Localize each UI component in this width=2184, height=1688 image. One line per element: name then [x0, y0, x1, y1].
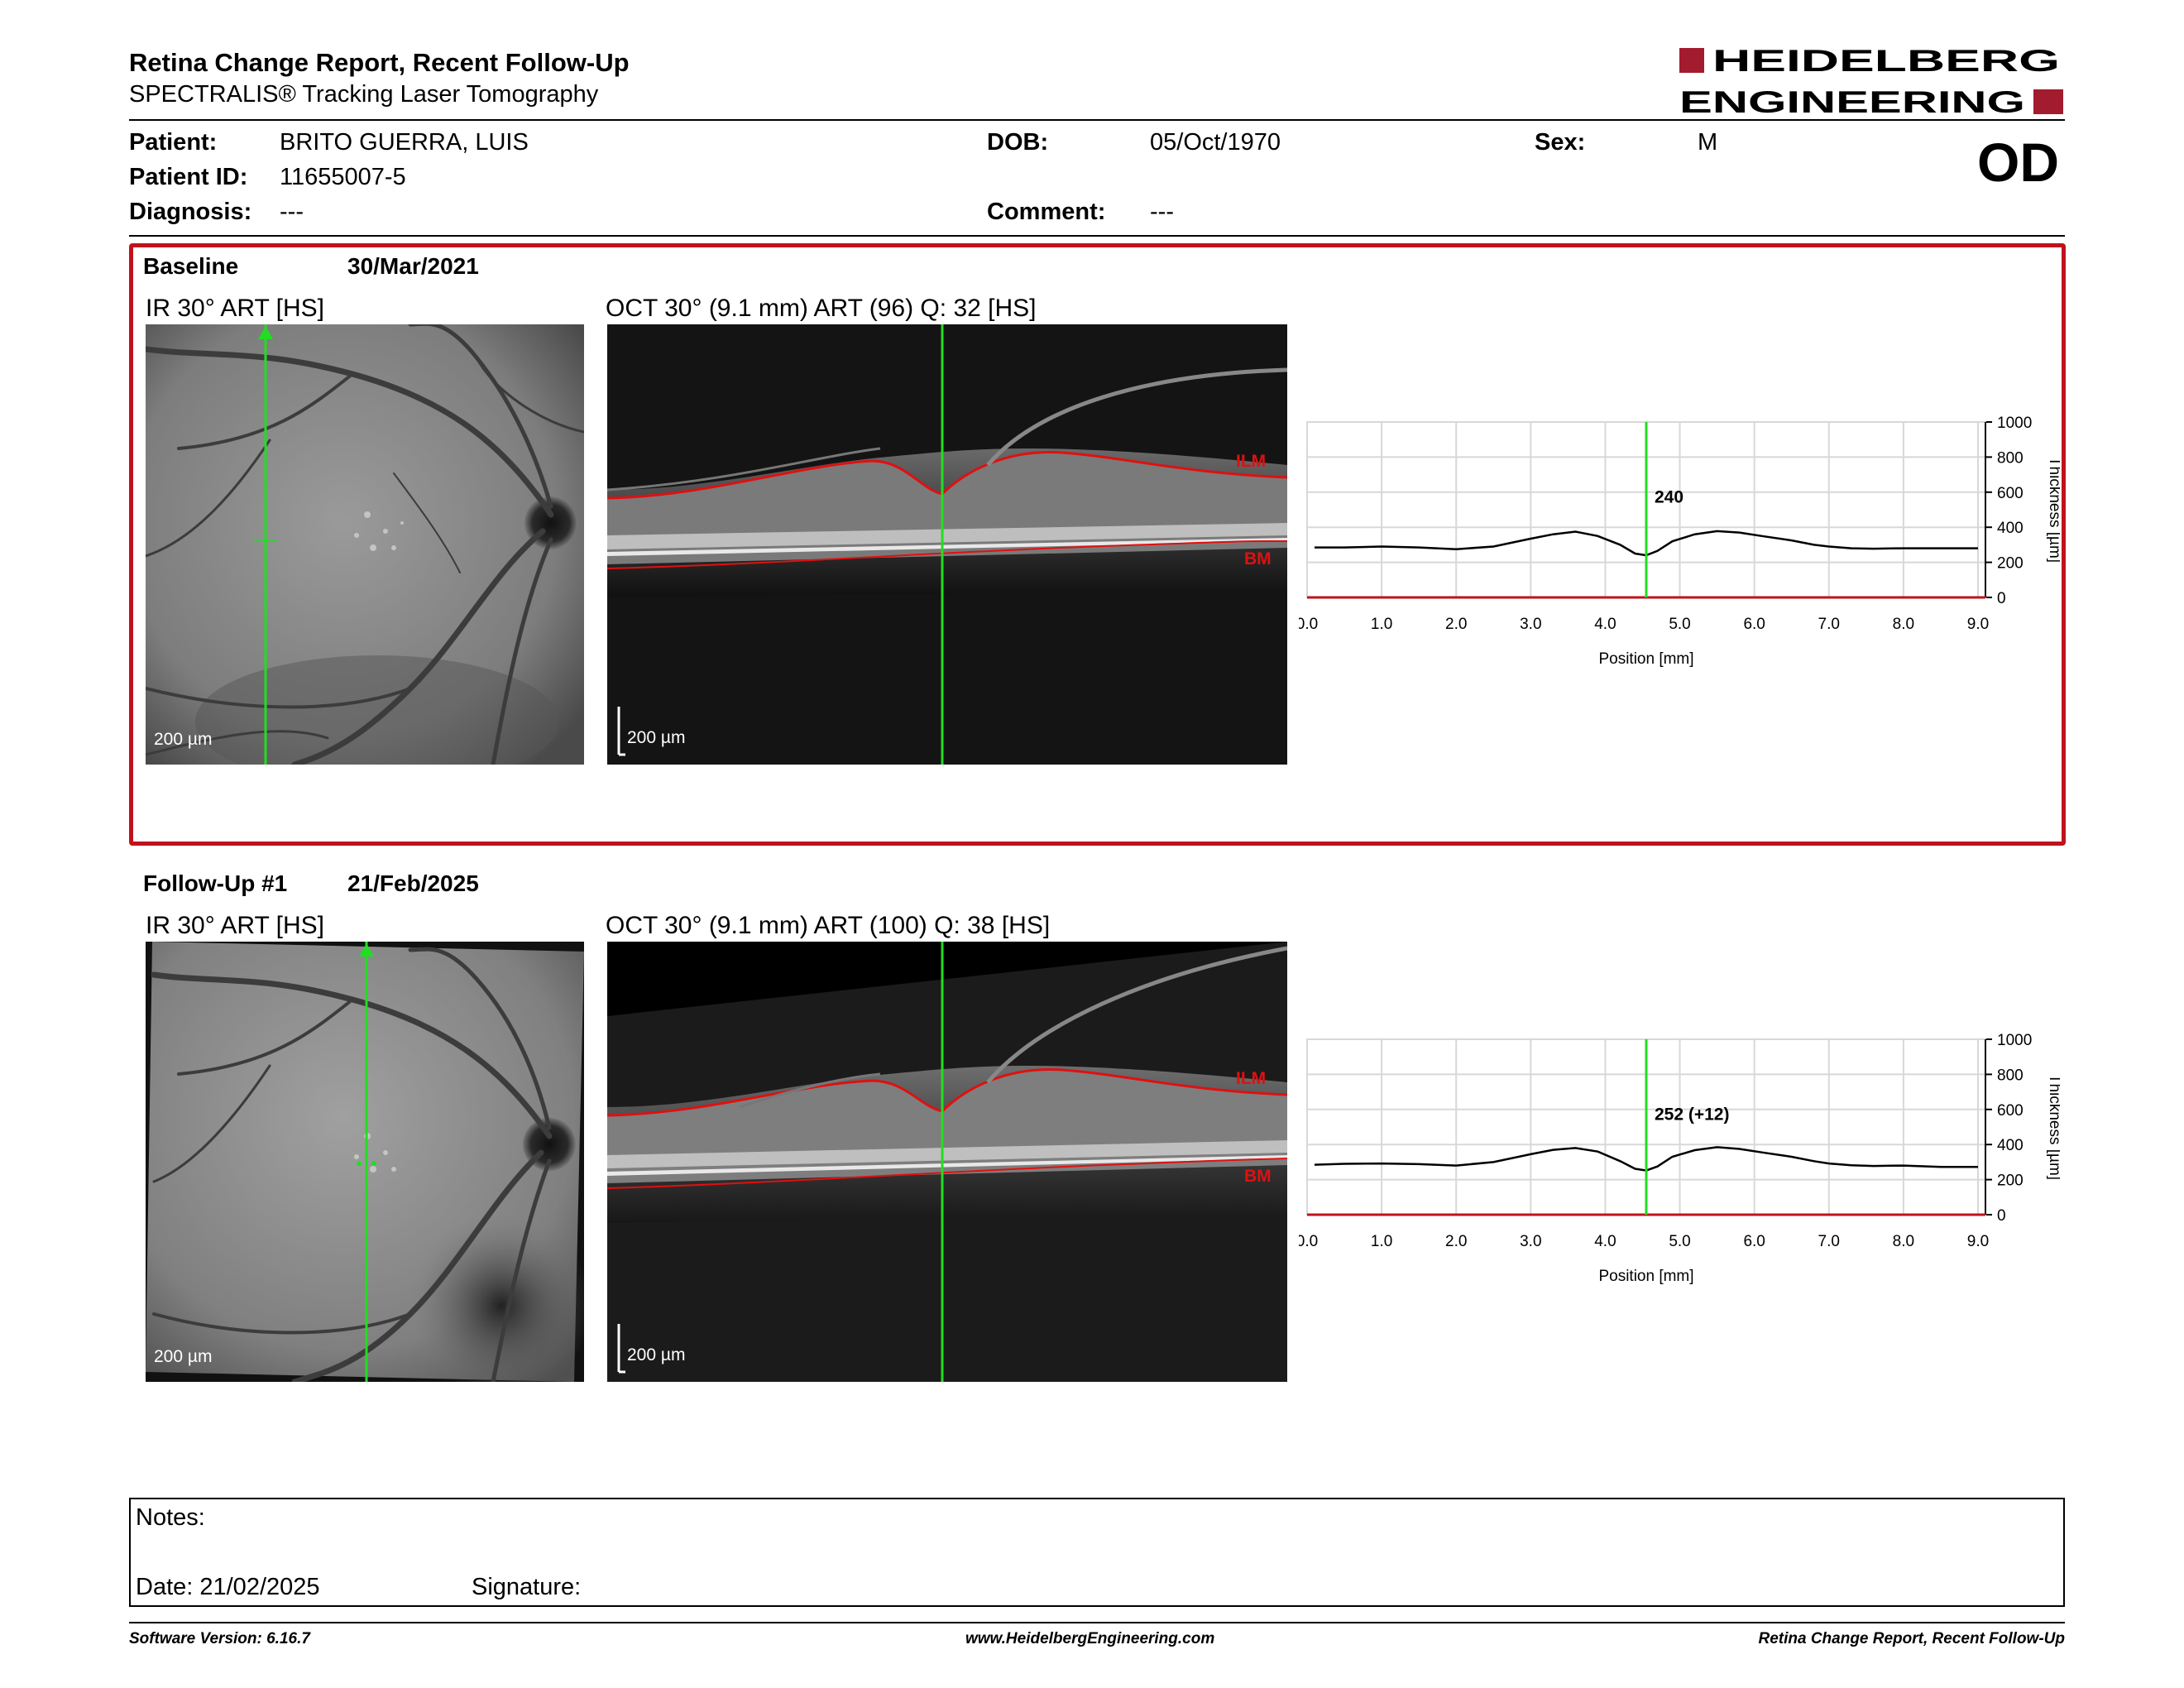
- diagnosis-value: ---: [280, 199, 304, 225]
- baseline-ilm-label: ILM: [1236, 452, 1266, 471]
- diagnosis-label: Diagnosis:: [129, 199, 252, 225]
- comment-label: Comment:: [987, 199, 1106, 225]
- y-tick-label: 200: [1997, 1172, 2024, 1190]
- followup-oct-scale: 200 µm: [627, 1345, 686, 1364]
- logo-line2: ENGINEERING: [1679, 85, 2025, 117]
- y-tick-label: 1000: [1997, 1032, 2032, 1049]
- x-tick-label: 5.0: [1669, 616, 1690, 633]
- marker-value-label: 240: [1655, 488, 1684, 507]
- y-tick-label: 1000: [1997, 415, 2032, 432]
- y-tick-label: 400: [1997, 520, 2024, 537]
- x-tick-label: 8.0: [1893, 616, 1914, 633]
- footer-divider: [129, 1622, 2065, 1623]
- patient-id: 11655007-5: [280, 164, 406, 190]
- x-tick-label: 7.0: [1818, 616, 1840, 633]
- x-tick-label: 3.0: [1520, 616, 1541, 633]
- baseline-oct-scale: 200 µm: [627, 728, 686, 747]
- baseline-label: Baseline: [143, 253, 239, 279]
- y-tick-label: 800: [1997, 1067, 2024, 1084]
- patient-name: BRITO GUERRA, LUIS: [280, 129, 529, 156]
- x-tick-label: 0.0: [1299, 1233, 1318, 1250]
- baseline-date: 30/Mar/2021: [347, 253, 479, 279]
- x-tick-label: 8.0: [1893, 1233, 1914, 1250]
- followup-ir-title: IR 30° ART [HS]: [146, 912, 324, 939]
- website-link[interactable]: www.HeidelbergEngineering.com: [965, 1630, 1215, 1647]
- x-tick-label: 7.0: [1818, 1233, 1840, 1250]
- y-tick-label: 600: [1997, 485, 2024, 502]
- x-tick-label: 2.0: [1445, 1233, 1467, 1250]
- x-tick-label: 2.0: [1445, 616, 1467, 633]
- baseline-ir-image: 200 µm: [146, 324, 584, 765]
- y-tick-label: 400: [1997, 1137, 2024, 1154]
- baseline-oct-title: OCT 30° (9.1 mm) ART (96) Q: 32 [HS]: [606, 295, 1037, 322]
- baseline-oct-image: ILM BM 200 µm: [607, 324, 1287, 765]
- followup-label: Follow-Up #1: [143, 870, 288, 896]
- eye-indicator: OD: [1977, 132, 2059, 193]
- x-tick-label: 6.0: [1743, 616, 1765, 633]
- followup-ilm-label: ILM: [1236, 1069, 1266, 1088]
- x-tick-label: 9.0: [1967, 1233, 1989, 1250]
- x-tick-label: 1.0: [1371, 1233, 1392, 1250]
- baseline-thickness-chart: 0.0 1.0 2.0 3.0 4.0 5.0 6.0 7.0 8.0 9.0 0 200 400 600…: [1299, 415, 2060, 668]
- x-tick-label: 6.0: [1743, 1233, 1765, 1250]
- sex-label: Sex:: [1535, 129, 1586, 156]
- logo-line1: HEIDELBERG: [1712, 44, 2060, 78]
- followup-bm-label: BM: [1244, 1167, 1272, 1186]
- notes-date: Date: 21/02/2025: [136, 1574, 320, 1600]
- baseline-bm-label: BM: [1244, 549, 1272, 568]
- x-tick-label: 3.0: [1520, 1233, 1541, 1250]
- dob-value: 05/Oct/1970: [1150, 129, 1281, 156]
- sex-value: M: [1698, 129, 1718, 156]
- followup-ir-scale: 200 µm: [154, 1347, 213, 1366]
- heidelberg-logo: HEIDELBERG ENGINEERING: [1679, 43, 2068, 119]
- thickness-line: [1315, 530, 1978, 557]
- y-tick-label: 0: [1997, 590, 2006, 607]
- followup-thickness-chart: 0.0 1.0 2.0 3.0 4.0 5.0 6.0 7.0 8.0 9.0 0 200 400 600…: [1299, 1032, 2060, 1285]
- followup-oct-title: OCT 30° (9.1 mm) ART (100) Q: 38 [HS]: [606, 912, 1051, 939]
- y-tick-label: 800: [1997, 449, 2024, 467]
- y-axis-title: Thickness [µm]: [2046, 1074, 2060, 1180]
- comment-value: ---: [1150, 199, 1174, 225]
- followup-date: 21/Feb/2025: [347, 870, 479, 896]
- x-tick-label: 9.0: [1967, 616, 1989, 633]
- x-tick-label: 1.0: [1371, 616, 1392, 633]
- notes-label: Notes:: [136, 1504, 205, 1531]
- x-tick-label: 0.0: [1299, 616, 1318, 633]
- report-subtitle: SPECTRALIS® Tracking Laser Tomography: [129, 81, 599, 108]
- patient-id-label: Patient ID:: [129, 164, 248, 190]
- baseline-ir-title: IR 30° ART [HS]: [146, 295, 324, 322]
- baseline-frame: [129, 243, 2066, 846]
- x-tick-label: 5.0: [1669, 1233, 1690, 1250]
- x-axis-title: Position [mm]: [1598, 1268, 1693, 1285]
- followup-ir-image: 200 µm: [146, 942, 584, 1382]
- signature-label: Signature:: [472, 1574, 582, 1600]
- followup-oct-image: ILM BM 200 µm: [607, 942, 1287, 1382]
- x-tick-label: 4.0: [1594, 616, 1616, 633]
- patient-divider: [129, 235, 2065, 237]
- thickness-line: [1314, 1146, 1978, 1172]
- x-tick-label: 4.0: [1594, 1233, 1616, 1250]
- marker-value-label: 252 (+12): [1655, 1105, 1729, 1125]
- y-tick-label: 600: [1997, 1102, 2024, 1120]
- baseline-ir-scale: 200 µm: [154, 730, 213, 749]
- x-axis-title: Position [mm]: [1598, 650, 1693, 668]
- notes-box: Notes: Date: 21/02/2025 Signature:: [129, 1498, 2065, 1607]
- footer-report-name: Retina Change Report, Recent Follow-Up: [1758, 1630, 2065, 1647]
- header-divider: [129, 119, 2065, 121]
- y-tick-label: 0: [1997, 1207, 2006, 1225]
- y-tick-label: 200: [1997, 555, 2024, 573]
- patient-label: Patient:: [129, 129, 218, 156]
- y-axis-title: Thickness [µm]: [2046, 457, 2060, 563]
- dob-label: DOB:: [987, 129, 1049, 156]
- report-title: Retina Change Report, Recent Follow-Up: [129, 48, 630, 77]
- software-version: Software Version: 6.16.7: [129, 1630, 310, 1647]
